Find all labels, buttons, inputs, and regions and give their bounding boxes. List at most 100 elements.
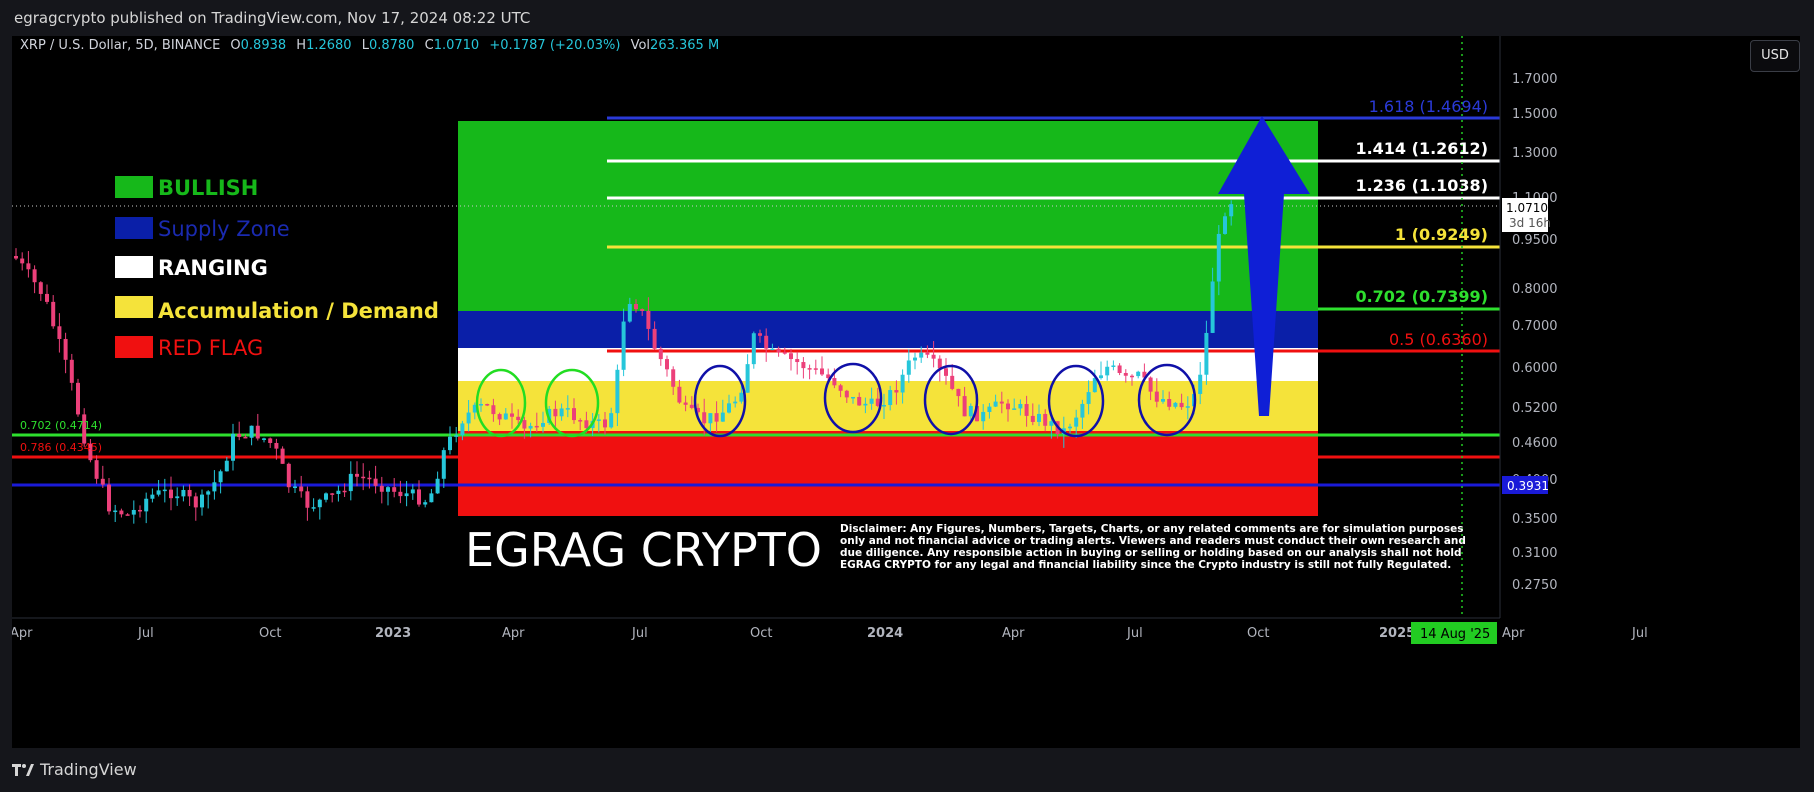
candle-body [882, 405, 886, 407]
candle-body [299, 486, 304, 492]
candle-body [677, 386, 682, 403]
candle-body [1086, 392, 1091, 404]
blue-ellipse [1047, 364, 1105, 438]
candle-body [218, 471, 223, 483]
candle-body [528, 425, 533, 429]
candle-body [807, 368, 812, 370]
candle-body [100, 478, 105, 485]
candle-body [32, 269, 37, 283]
price-tick: 0.3100 [1512, 546, 1558, 561]
time-tick: Apr [1002, 626, 1025, 641]
candle-body [113, 510, 118, 513]
candle-body [448, 436, 452, 451]
price-tick: 1.7000 [1512, 72, 1558, 87]
old-fib-label-0786: 0.786 (0.4345) [20, 441, 102, 454]
tradingview-icon [12, 763, 34, 776]
time-tick: 2024 [867, 626, 903, 641]
candle-body [224, 460, 229, 472]
candle-body [962, 396, 967, 417]
fib-label-1: 1 (0.9249) [1395, 225, 1488, 244]
candle-body [429, 493, 434, 503]
blue-ellipse [823, 362, 883, 434]
fib-label-0702: 0.702 (0.7399) [1355, 287, 1488, 306]
candle-body [1099, 375, 1103, 379]
candle-body [739, 392, 744, 402]
candle-body [652, 328, 657, 349]
low-label: L [361, 38, 369, 53]
candle-body [696, 407, 700, 413]
candle-body [274, 442, 279, 449]
currency-button[interactable]: USD [1750, 40, 1800, 72]
candle-body [237, 433, 242, 437]
price-tick: 0.9500 [1512, 233, 1558, 248]
candle-body [1223, 216, 1227, 234]
candle-body [541, 422, 545, 427]
candle-body [1006, 403, 1010, 410]
chart-pane[interactable]: BULLISH Supply Zone RANGING Accumulation… [10, 36, 1800, 748]
candle-body [119, 510, 124, 515]
green-ellipse [475, 368, 527, 438]
candle-body [863, 403, 868, 406]
candle-body [193, 496, 198, 508]
candle-body [609, 413, 614, 428]
candle-body [733, 401, 738, 404]
candle-body [720, 412, 725, 422]
candle-body [770, 348, 775, 351]
symbol-name[interactable]: XRP / U.S. Dollar, 5D, BINANCE [20, 38, 221, 53]
candle-body [460, 423, 465, 436]
candle-body [249, 425, 254, 438]
disclaimer-line: due diligence. Any responsible action in… [840, 547, 1462, 559]
candle-body [20, 258, 25, 264]
tradingview-logo[interactable]: TradingView [12, 760, 137, 779]
candle-body [1130, 375, 1134, 378]
candle-body [200, 494, 204, 508]
candle-body [658, 348, 663, 360]
time-axis[interactable]: Apr Jul Oct 2023 Apr Jul Oct 2024 Apr Ju… [10, 617, 1800, 648]
candle-body [671, 369, 676, 387]
symbol-legend[interactable]: XRP / U.S. Dollar, 5D, BINANCE O0.8938 H… [20, 38, 719, 53]
price-tick: 1.5000 [1512, 107, 1558, 122]
candle-body [441, 450, 446, 479]
candle-body [820, 368, 824, 375]
time-tick: Jul [1631, 626, 1648, 641]
red-flag-zone [458, 431, 1318, 516]
candle-body [131, 509, 136, 515]
time-tick: 2025 [1379, 626, 1415, 641]
fib-label-1618: 1.618 (1.4694) [1369, 97, 1488, 116]
candle-body [435, 478, 440, 494]
disclaimer: Disclaimer: Any Figures, Numbers, Target… [840, 523, 1466, 571]
candle-body [522, 420, 527, 429]
candle-body [758, 333, 762, 336]
time-tick: Oct [259, 626, 281, 641]
candle-body [956, 388, 961, 397]
time-tick: Jul [1126, 626, 1143, 641]
candle-body [373, 478, 378, 486]
candle-body [510, 413, 514, 417]
candle-body [627, 304, 632, 322]
candle-body [479, 404, 483, 406]
candle-body [826, 374, 831, 379]
candle-body [45, 293, 49, 302]
blue-ellipse [923, 364, 979, 436]
legend-swatch-ranging [115, 256, 153, 278]
bullish-zone [458, 121, 1318, 311]
current-price-tag [1502, 198, 1548, 232]
candle-body [1123, 372, 1128, 376]
candle-body [94, 460, 99, 479]
candle-body [212, 482, 217, 492]
candle-body [51, 301, 56, 327]
candle-body [534, 425, 539, 428]
chart-canvas[interactable]: BULLISH Supply Zone RANGING Accumulation… [10, 36, 1800, 748]
candle-body [175, 496, 180, 499]
candle-body [683, 402, 688, 405]
candle-body [603, 419, 607, 428]
candle-body [925, 352, 930, 355]
brand-name: TradingView [40, 760, 137, 779]
candle-body [187, 489, 192, 497]
candle-body [324, 493, 328, 500]
close-value: 1.0710 [433, 38, 480, 53]
candle-body [1105, 366, 1110, 376]
candle-body [392, 487, 397, 492]
candle-body [206, 491, 211, 495]
